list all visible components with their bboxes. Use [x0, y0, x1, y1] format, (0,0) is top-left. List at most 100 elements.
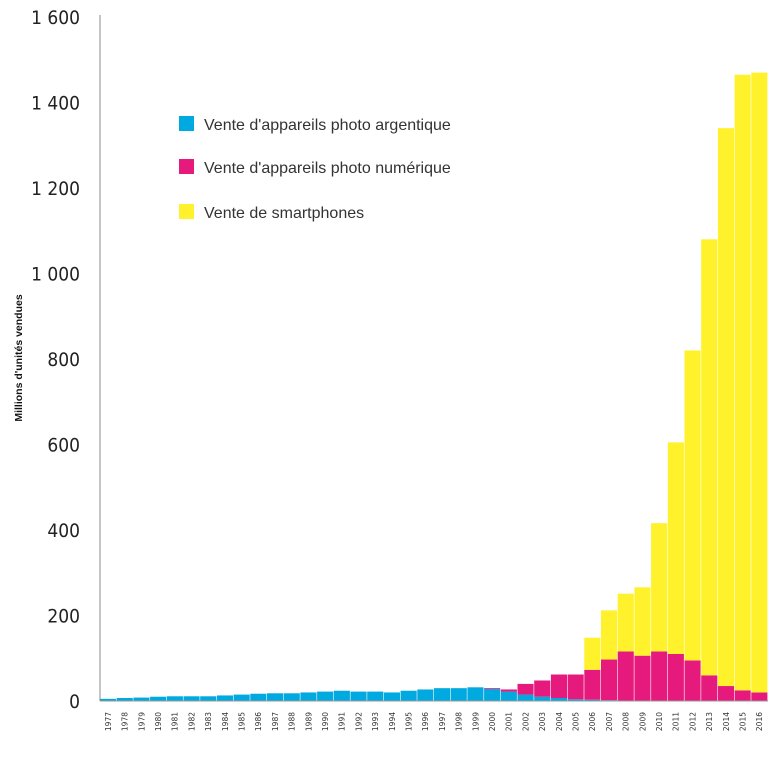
- bar-smartphone-2009: [634, 587, 651, 656]
- bar-argentique-1989: [300, 692, 317, 701]
- x-tick-label: 1977: [104, 712, 113, 731]
- bar-smartphone-2015: [734, 74, 751, 691]
- y-tick-label: 1 200: [31, 178, 80, 200]
- bar-argentique-1997: [434, 688, 451, 701]
- x-tick-label: 1978: [121, 712, 130, 731]
- bar-numerique-2001: [500, 689, 517, 692]
- x-tick-label: 1982: [187, 712, 196, 731]
- x-tick-label: 1985: [237, 712, 246, 731]
- x-tick-label: 1990: [321, 712, 330, 731]
- x-tick-label: 2005: [571, 712, 580, 731]
- bar-argentique-1980: [150, 696, 167, 701]
- bar-numerique-2006: [584, 669, 601, 700]
- x-tick-label: 2002: [521, 712, 530, 731]
- bar-argentique-1978: [116, 698, 133, 701]
- y-tick-label: 1 000: [31, 264, 80, 286]
- bar-argentique-1988: [283, 693, 300, 701]
- bar-smartphone-2008: [617, 593, 634, 652]
- bar-smartphone-2016: [751, 72, 768, 693]
- x-tick-label: 1993: [371, 712, 380, 731]
- legend-swatch-argentique: [179, 116, 194, 131]
- bar-argentique-1985: [233, 694, 250, 701]
- x-tick-label: 2016: [755, 712, 764, 731]
- bar-numerique-2011: [667, 653, 684, 701]
- x-tick-label: 2008: [622, 712, 631, 731]
- bar-argentique-2003: [534, 696, 551, 701]
- bar-argentique-1990: [317, 691, 334, 701]
- y-axis-label: Millions d'unités vendues: [13, 294, 25, 422]
- bar-numerique-2000: [484, 688, 501, 690]
- bar-argentique-1983: [200, 696, 217, 701]
- bar-argentique-1977: [100, 698, 117, 701]
- bar-argentique-1979: [133, 697, 150, 701]
- bar-argentique-1993: [367, 691, 384, 701]
- x-tick-label: 1984: [221, 712, 230, 731]
- bar-numerique-2013: [701, 675, 718, 701]
- x-tick-label: 1979: [137, 712, 146, 731]
- x-tick-label: 1994: [388, 712, 397, 731]
- x-tick-label: 1986: [254, 712, 263, 731]
- x-tick-label: 2015: [738, 712, 747, 731]
- legend-label-argentique: Vente d'appareils photo argentique: [204, 117, 451, 134]
- legend-swatch-smartphone: [179, 204, 194, 219]
- y-tick-label: 1 400: [31, 93, 80, 115]
- bar-argentique-1995: [400, 690, 417, 701]
- bar-argentique-1996: [417, 689, 434, 701]
- x-tick-label: 1980: [154, 712, 163, 731]
- x-tick-label: 1997: [438, 712, 447, 731]
- bar-argentique-1982: [183, 696, 200, 701]
- bar-numerique-2015: [734, 690, 751, 701]
- bar-numerique-2010: [651, 651, 668, 701]
- x-tick-label: 1992: [354, 712, 363, 731]
- y-tick-label: 1 600: [31, 7, 80, 29]
- x-tick-label: 2003: [538, 712, 547, 731]
- bar-argentique-1986: [250, 693, 267, 701]
- bar-numerique-2012: [684, 660, 701, 701]
- bar-numerique-2004: [550, 674, 567, 699]
- x-tick-label: 2006: [588, 712, 597, 731]
- y-tick-label: 0: [69, 691, 80, 713]
- y-tick-label: 800: [47, 349, 80, 371]
- bar-numerique-2003: [534, 680, 551, 697]
- bar-numerique-2005: [567, 674, 584, 700]
- bar-numerique-2002: [517, 683, 534, 695]
- bar-smartphone-2012: [684, 350, 701, 661]
- bar-numerique-2014: [717, 686, 734, 701]
- bar-argentique-1981: [166, 696, 183, 701]
- y-tick-label: 200: [47, 606, 80, 628]
- bar-smartphone-2011: [667, 442, 684, 654]
- x-tick-label: 2001: [505, 712, 514, 731]
- bar-numerique-2016: [751, 692, 768, 701]
- x-tick-label: 1995: [404, 712, 413, 731]
- bar-argentique-1999: [467, 687, 484, 701]
- x-tick-label: 1991: [338, 712, 347, 731]
- x-tick-label: 2010: [655, 712, 664, 731]
- bar-argentique-1992: [350, 691, 367, 701]
- y-tick-labels: 0 200 400 600 800 1 000 1 200 1 400 1 600: [31, 7, 80, 713]
- bar-argentique-2006: [584, 699, 601, 701]
- bar-smartphone-2007: [601, 610, 618, 660]
- x-tick-label: 2013: [705, 712, 714, 731]
- bar-argentique-1991: [333, 690, 350, 701]
- bar-argentique-2005: [567, 699, 584, 701]
- bar-argentique-1987: [267, 693, 284, 701]
- legend-label-numerique: Vente d'appareils photo numérique: [204, 160, 451, 177]
- x-tick-label: 1996: [421, 712, 430, 731]
- x-tick-label: 2014: [722, 712, 731, 731]
- x-tick-label: 2009: [638, 712, 647, 731]
- bar-numerique-2007: [601, 659, 618, 701]
- bar-numerique-2008: [617, 651, 634, 701]
- bar-argentique-1994: [383, 692, 400, 701]
- x-tick-label: 1988: [288, 712, 297, 731]
- bar-smartphone-2013: [701, 239, 718, 676]
- x-tick-label: 1998: [455, 712, 464, 731]
- legend-label-smartphone: Vente de smartphones: [204, 205, 364, 222]
- x-tick-label: 1987: [271, 712, 280, 731]
- legend-swatch-numerique: [179, 159, 194, 174]
- bar-numerique-2009: [634, 655, 651, 701]
- y-tick-label: 600: [47, 435, 80, 457]
- bars: [100, 72, 768, 702]
- bar-argentique-2004: [550, 698, 567, 701]
- bar-argentique-2000: [484, 689, 501, 701]
